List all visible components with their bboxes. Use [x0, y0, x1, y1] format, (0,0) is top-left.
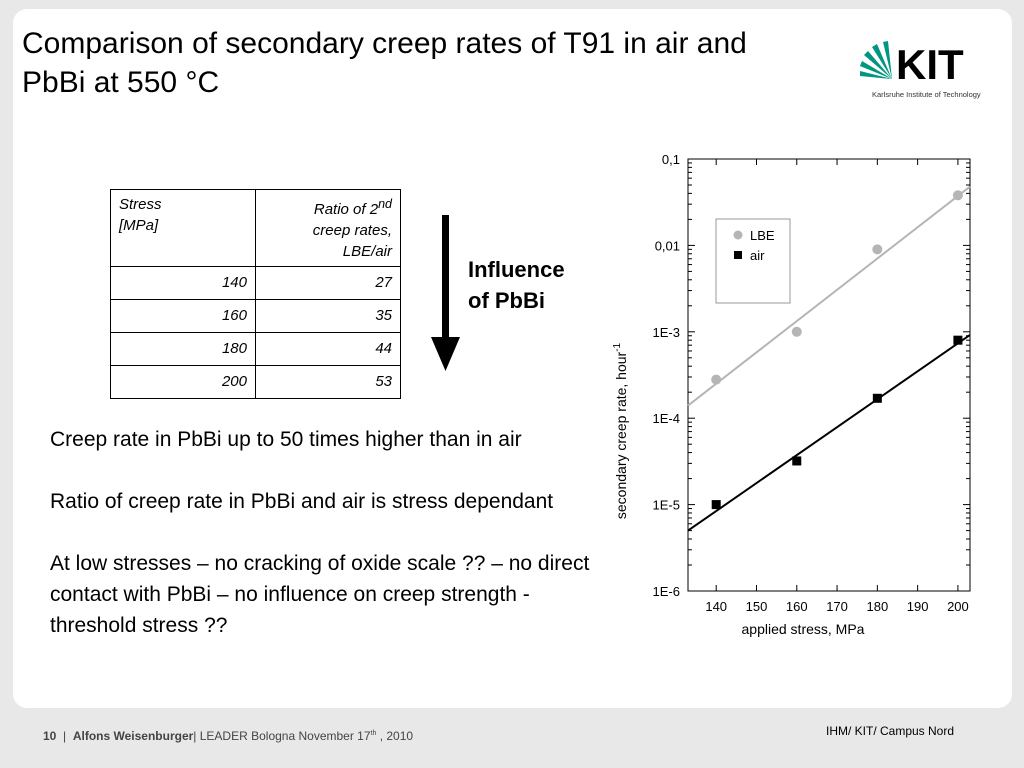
- stress-cell: 180: [110, 332, 256, 366]
- footer-separator: |: [63, 729, 67, 743]
- stress-cell: 200: [110, 365, 256, 399]
- legend-box: [715, 218, 791, 304]
- bullet-item: Ratio of creep rate in PbBi and air is s…: [50, 490, 554, 513]
- bullet-list: Creep rate in PbBi up to 50 times higher…: [50, 424, 610, 672]
- header-stress-line1: Stress: [119, 196, 162, 213]
- data-point-lbe: [791, 326, 802, 337]
- header-ratio-line2: creep rates,: [312, 222, 392, 239]
- event-sup: th: [370, 730, 377, 737]
- data-point-lbe: [872, 244, 883, 255]
- ratio-cell: 27: [255, 266, 401, 300]
- table-row: 180 44: [110, 332, 401, 366]
- header-ratio-sup: nd: [378, 197, 392, 211]
- header-ratio-prefix: Ratio of 2: [313, 201, 379, 218]
- y-tick-label: 1E-6: [653, 584, 680, 599]
- data-point-lbe: [711, 374, 722, 385]
- ratio-cell: 35: [255, 299, 401, 333]
- x-tick-label: 160: [786, 599, 808, 614]
- x-tick-label: 170: [826, 599, 848, 614]
- kit-logo: KIT Karlsruhe Institute of Technology: [856, 35, 996, 107]
- table-row: 160 35: [110, 299, 401, 333]
- legend-label-lbe: LBE: [750, 228, 775, 243]
- kit-logo-text: KIT: [896, 41, 964, 88]
- y-axis-label-text: secondary creep rate, hour: [613, 351, 629, 519]
- header-ratio-line3: LBE/air: [342, 243, 392, 260]
- data-point-air: [792, 456, 802, 466]
- ratio-cell: 44: [255, 332, 401, 366]
- table-header-stress: Stress [MPa]: [110, 189, 256, 267]
- data-point-air: [953, 335, 963, 345]
- x-tick-label: 190: [907, 599, 929, 614]
- chart-legend: LBE air: [715, 218, 791, 304]
- x-tick-label: 140: [705, 599, 727, 614]
- footer-credits: 10 | Alfons Weisenburger| LEADER Bologna…: [43, 729, 413, 743]
- y-axis-label: secondary creep rate, hour-1: [612, 342, 629, 519]
- header-stress-line2: [MPa]: [119, 217, 159, 234]
- stress-ratio-table: Stress [MPa] Ratio of 2nd creep rates, L…: [110, 189, 401, 399]
- footer-institute: IHM/ KIT/ Campus Nord: [826, 724, 955, 738]
- plot-frame: [687, 158, 971, 592]
- y-tick-label: 1E-4: [653, 411, 680, 426]
- table-header-row: Stress [MPa] Ratio of 2nd creep rates, L…: [110, 189, 401, 267]
- y-tick-label: 0,1: [662, 152, 680, 167]
- y-axis-label-group: secondary creep rate, hour-1: [612, 342, 629, 519]
- x-tick-label: 180: [866, 599, 888, 614]
- kit-logo-subtitle: Karlsruhe Institute of Technology: [872, 90, 981, 99]
- legend-marker-lbe: [733, 230, 743, 240]
- x-tick-label: 150: [746, 599, 768, 614]
- event-year: , 2010: [376, 729, 414, 743]
- influence-line2: of PbBi: [468, 288, 545, 313]
- table-row: 200 53: [110, 365, 401, 399]
- bullet-item: Creep rate in PbBi up to 50 times higher…: [50, 428, 522, 451]
- influence-line1: Influence: [468, 257, 565, 282]
- ratio-cell: 53: [255, 365, 401, 399]
- data-point-air: [872, 393, 882, 403]
- influence-annotation: Influence of PbBi: [468, 254, 565, 316]
- stress-cell: 140: [110, 266, 256, 300]
- y-tick-label: 0,01: [655, 238, 680, 253]
- data-point-air: [711, 500, 721, 510]
- creep-rate-chart: 140 150 160 170 180 190 200 0,1 0,01 1E-3 1E-4 1E-5…: [612, 152, 971, 637]
- data-point-lbe: [952, 190, 963, 201]
- table-header-ratio: Ratio of 2nd creep rates, LBE/air: [255, 189, 401, 267]
- legend-marker-air: [734, 251, 742, 259]
- table-row: 140 27: [110, 266, 401, 300]
- x-tick-label: 200: [947, 599, 969, 614]
- legend-label-air: air: [750, 248, 765, 263]
- stress-cell: 160: [110, 299, 256, 333]
- bullet-item: At low stresses – no cracking of oxide s…: [50, 552, 590, 637]
- slide-title: Comparison of secondary creep rates of T…: [22, 27, 747, 99]
- y-tick-label: 1E-5: [653, 498, 680, 513]
- page-number: 10: [43, 729, 57, 743]
- y-tick-label: 1E-3: [653, 325, 680, 340]
- event-text: | LEADER Bologna November 17: [193, 729, 371, 743]
- y-axis-label-exponent: -1: [612, 342, 623, 351]
- x-axis-label: applied stress, MPa: [742, 621, 865, 637]
- slide-canvas: Comparison of secondary creep rates of T…: [13, 9, 1012, 708]
- kit-logo-graphic: KIT: [860, 41, 964, 88]
- down-arrow-icon: [431, 215, 460, 371]
- fit-line-lbe: [687, 185, 971, 407]
- author-name: Alfons Weisenburger: [72, 729, 194, 743]
- fit-line-air: [687, 334, 971, 532]
